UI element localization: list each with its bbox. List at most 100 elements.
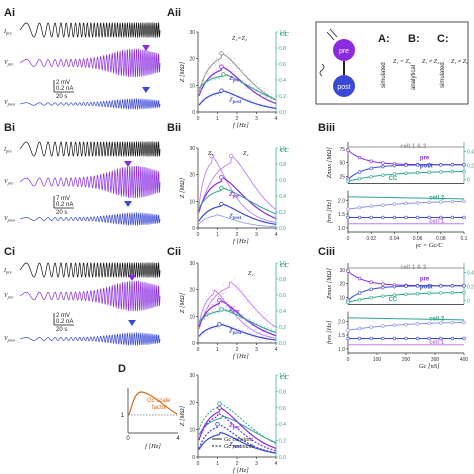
zgap-scatter [227,53,229,55]
zgap-scatter [267,89,269,91]
scale-t-a: 20 s [56,94,67,100]
z1-scatter [263,329,265,331]
zpre-label: Zpre [228,307,240,315]
zpost-scatter [255,105,257,107]
vpre-chirp-b [19,165,161,199]
z1-scatter [272,338,274,340]
zmax-tick-label: 20 [339,282,345,288]
z-tick-label: 0 [192,341,195,347]
zpre-scatter [255,328,257,330]
cc-curve [198,73,277,101]
cc-tick-label: 0 [467,177,470,183]
cc-scatter [267,93,269,95]
post-zmax-line-marker [392,163,397,168]
cc-tick-label: 0.2 [279,94,286,100]
post-zmax-line-marker [357,170,362,174]
z2-scatter [222,284,225,286]
zpre-scatter [264,97,266,99]
zpre-scatter [231,306,233,308]
svg-text:simulated: simulated [440,62,446,88]
zpre-scatter [259,99,261,101]
x-tick-label: 300 [431,357,440,363]
zgap-scatter [218,63,220,65]
cc-scatter [244,85,246,87]
z-tick-label: 0 [192,226,195,232]
post-fres-line-marker [369,325,373,329]
x-tick-label: 0.02 [366,236,376,242]
svg-text:simulated: simulated [381,62,387,88]
cc-line-marker [415,170,420,175]
cc-tick-label: 0.4 [279,194,286,200]
electrode-icon [326,28,338,41]
row-c: Ci Ipre Vpre Vpost 2 mV 0.2 nA 20 s Cii … [3,246,474,370]
gc-scale-label: Gc scale [147,398,171,404]
cc-tick-label: 0 [467,298,470,304]
post-cell-icon [333,75,355,97]
scale-i-a: 0.2 nA [56,86,73,92]
zpost-scatter [237,328,240,330]
zgap-scatter [217,61,219,63]
zpre-scatter [266,101,268,103]
pre-fres-line-marker [392,215,397,220]
zpre-label: Zpre [228,423,240,431]
cc-tick-label: 0.4 [279,422,286,428]
pre-fres-line-marker [404,215,408,220]
zpre-scatter [225,70,227,72]
z2-scatter [229,286,231,288]
zgap-scatter [233,57,235,60]
impedance-plot-d: 0 1 2 3 4 0 10 20 30 0.0 0.2 0.4 0.6 0.8 1.0 Z [MΩ] CC f … [179,373,289,474]
x-axis-label: Gc [nS] [419,363,440,370]
row-b: Bi Ipre Vpre Vpost 7 mV 0.2 nA 20 s Bii … [3,122,474,249]
pre-zmax-line-marker [381,161,385,165]
pre-fres-line-marker [427,215,431,220]
post-zmax-line-marker [427,284,431,288]
zgap-scatter [213,63,215,65]
pre-cell-icon [333,39,355,61]
f-tick-label: 0 [197,461,200,467]
z2-scatter [272,325,274,328]
legend-c: C: simulated Z₁ ≠ Z₂ [437,33,468,88]
x-tick-label: 200 [402,357,411,363]
z1-scatter [208,292,210,294]
f-tick-label: 1 [216,347,219,353]
z2-scatter [227,283,229,285]
z1-curve [198,155,277,223]
zgap-scatter [244,79,246,81]
z2-curve [198,155,277,214]
cc-line-marker [404,171,408,175]
zmax-axis-label: Zmax [MΩ] [326,268,333,300]
zpost-scatter [252,100,254,102]
impedance-plot-a: 0 1 2 3 4 0 10 20 30 0.0 0.2 0.4 0.6 0.8 1.0 Z [MΩ] CC f … [179,30,289,129]
zpre-scatter [259,332,261,334]
vpre-resonance-marker-a [142,45,150,51]
z2-scatter [267,314,269,316]
zpost-scatter [218,327,220,329]
cc-scatter [271,95,273,98]
cc-line-marker [392,293,397,297]
zmax-tick-label: 10 [339,296,345,302]
zgap-scatter [225,58,227,60]
z-tick-label: 30 [189,373,195,379]
zpost-scatter [207,98,209,100]
vpost-label-c: Vpost [4,336,16,343]
z2-scatter [220,289,222,291]
z1-scatter [271,332,273,334]
zpre-scatter [210,77,212,79]
cc-curve-resonant [198,403,277,444]
svg-text:analytical: analytical [411,65,417,90]
svg-text:0.2 nA: 0.2 nA [56,202,73,208]
fres-tick-label: 1.0 [338,347,345,353]
zpost-scatter [240,99,242,101]
svg-text:pre: pre [339,48,349,55]
pre-fres-line-marker [346,215,350,220]
vpost-resonance-marker-c [128,320,136,326]
zpre-scatter [207,313,209,315]
panel-label-bii: Bii [167,122,181,134]
zpost-scatter [248,331,250,333]
zpre-scatter [260,93,262,95]
zpost-label: Zpost [228,328,242,336]
zpre-scatter [237,75,240,77]
z1-scatter [212,289,214,291]
cc-scatter [233,75,235,77]
